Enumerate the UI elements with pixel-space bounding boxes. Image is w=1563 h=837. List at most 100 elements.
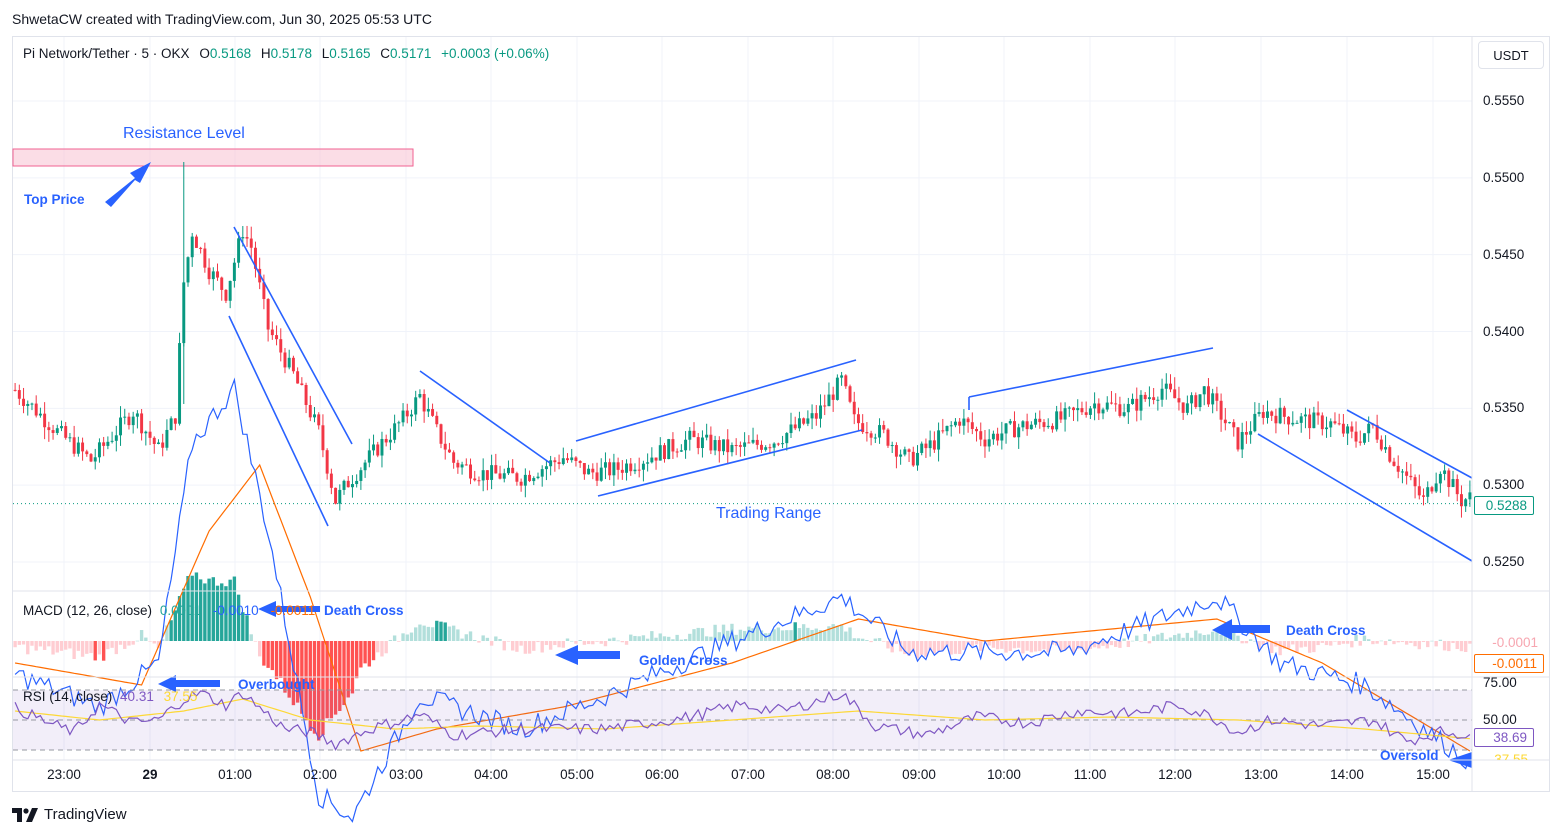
- candle[interactable]: [1291, 411, 1295, 427]
- candle[interactable]: [439, 423, 443, 449]
- candle[interactable]: [131, 411, 135, 434]
- candle[interactable]: [249, 226, 253, 259]
- candle[interactable]: [1109, 391, 1113, 405]
- candle[interactable]: [1329, 418, 1333, 438]
- candle[interactable]: [587, 464, 591, 475]
- candle[interactable]: [1384, 435, 1388, 453]
- candle[interactable]: [1101, 407, 1105, 420]
- candle[interactable]: [810, 404, 814, 430]
- candle[interactable]: [447, 442, 451, 453]
- candle[interactable]: [751, 427, 755, 445]
- candle[interactable]: [878, 418, 882, 444]
- candle[interactable]: [966, 416, 970, 433]
- candle[interactable]: [1067, 406, 1071, 417]
- candle[interactable]: [1202, 386, 1206, 406]
- candle[interactable]: [1405, 462, 1409, 485]
- candle[interactable]: [1333, 412, 1337, 425]
- candle[interactable]: [1088, 405, 1092, 419]
- candle[interactable]: [203, 242, 207, 273]
- candle[interactable]: [401, 403, 405, 427]
- candle[interactable]: [970, 412, 974, 435]
- candle[interactable]: [72, 425, 76, 457]
- candle[interactable]: [903, 446, 907, 457]
- candle[interactable]: [1029, 421, 1033, 430]
- candle[interactable]: [747, 435, 751, 444]
- candle[interactable]: [844, 374, 848, 389]
- candle[interactable]: [692, 422, 696, 438]
- candle[interactable]: [1160, 378, 1164, 407]
- candle[interactable]: [473, 470, 477, 482]
- candle[interactable]: [1320, 412, 1324, 436]
- candle[interactable]: [435, 411, 439, 428]
- candle[interactable]: [93, 448, 97, 470]
- candle[interactable]: [975, 426, 979, 442]
- candle[interactable]: [1004, 423, 1008, 444]
- candle[interactable]: [1274, 408, 1278, 434]
- candle[interactable]: [418, 389, 422, 399]
- candle[interactable]: [1316, 401, 1320, 425]
- candle[interactable]: [426, 397, 430, 418]
- candle[interactable]: [553, 457, 557, 472]
- candle[interactable]: [114, 425, 118, 452]
- candle[interactable]: [1076, 399, 1080, 422]
- candle[interactable]: [861, 414, 865, 435]
- candle[interactable]: [51, 424, 55, 440]
- candle[interactable]: [873, 433, 877, 443]
- candle[interactable]: [140, 409, 144, 441]
- candle[interactable]: [1464, 498, 1468, 512]
- candle[interactable]: [730, 442, 734, 457]
- candle[interactable]: [1025, 413, 1029, 436]
- candle[interactable]: [1228, 421, 1232, 424]
- candle[interactable]: [148, 420, 152, 446]
- candle[interactable]: [827, 382, 831, 407]
- candle[interactable]: [797, 411, 801, 432]
- candle[interactable]: [1354, 421, 1358, 448]
- candle[interactable]: [1181, 402, 1185, 420]
- candle[interactable]: [367, 438, 371, 468]
- candle[interactable]: [620, 460, 624, 480]
- candle[interactable]: [372, 434, 376, 456]
- candle[interactable]: [456, 459, 460, 474]
- candle[interactable]: [469, 458, 472, 485]
- candle[interactable]: [346, 476, 350, 488]
- candle[interactable]: [734, 438, 738, 456]
- candle[interactable]: [722, 439, 726, 456]
- candle[interactable]: [291, 355, 295, 374]
- candle[interactable]: [1017, 423, 1021, 449]
- candle[interactable]: [300, 377, 304, 386]
- candle[interactable]: [1072, 406, 1075, 421]
- candle[interactable]: [629, 458, 633, 476]
- candle[interactable]: [1287, 416, 1291, 435]
- candle[interactable]: [511, 459, 515, 474]
- candle[interactable]: [540, 465, 544, 487]
- candle[interactable]: [481, 458, 485, 492]
- candle[interactable]: [705, 423, 709, 441]
- candle[interactable]: [1232, 419, 1236, 437]
- candle[interactable]: [275, 325, 279, 346]
- candle[interactable]: [186, 256, 190, 287]
- candle[interactable]: [68, 432, 72, 443]
- candle[interactable]: [1147, 386, 1151, 407]
- candle[interactable]: [549, 455, 553, 476]
- candle[interactable]: [1341, 414, 1345, 437]
- candle[interactable]: [220, 276, 224, 301]
- candle[interactable]: [755, 434, 759, 450]
- candle[interactable]: [190, 232, 194, 267]
- candle[interactable]: [55, 424, 59, 436]
- candle[interactable]: [338, 484, 342, 511]
- candle[interactable]: [422, 389, 426, 423]
- candle[interactable]: [380, 431, 384, 468]
- candle[interactable]: [178, 332, 182, 426]
- candle[interactable]: [1021, 420, 1025, 432]
- footer-brand[interactable]: TradingView: [12, 806, 127, 823]
- candle[interactable]: [1451, 470, 1455, 488]
- candle[interactable]: [410, 409, 413, 427]
- candle[interactable]: [355, 474, 359, 488]
- candle[interactable]: [359, 467, 363, 490]
- candle[interactable]: [502, 468, 506, 483]
- candle[interactable]: [60, 420, 63, 432]
- candle[interactable]: [519, 478, 523, 492]
- candle[interactable]: [376, 441, 380, 458]
- candle[interactable]: [1194, 392, 1198, 409]
